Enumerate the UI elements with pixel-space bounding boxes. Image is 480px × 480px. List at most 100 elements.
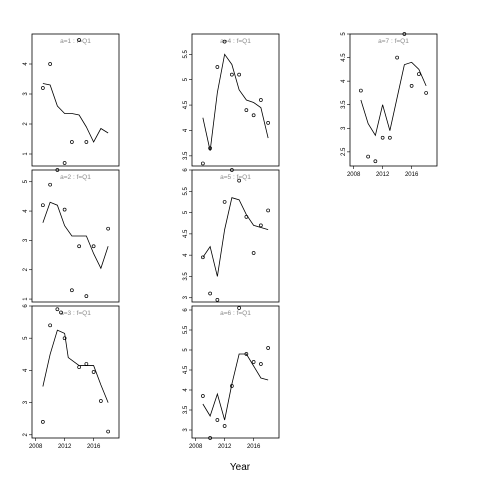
series-line [202, 197, 269, 277]
y-tick-label: 5.5 [183, 186, 189, 195]
y-tick-label: 4 [183, 128, 189, 132]
y-tick-label: 3.5 [183, 151, 189, 160]
panel-frame [31, 33, 120, 167]
panel-strip-label: a=6 : f=Q1 [220, 310, 251, 317]
y-tick-label: 4 [183, 253, 189, 257]
data-point [62, 336, 67, 341]
y-tick-label: 5 [183, 210, 189, 214]
series-line [202, 353, 269, 421]
data-point [237, 178, 241, 183]
series-line [42, 329, 109, 403]
data-point [208, 291, 212, 296]
data-point [41, 203, 45, 208]
data-point [222, 39, 227, 44]
y-tick-label: 4 [23, 368, 29, 372]
x-tick-label: 2008 [347, 172, 361, 178]
x-tick-label: 2016 [247, 444, 261, 450]
x-tick-label: 2016 [405, 172, 419, 178]
data-point [395, 55, 399, 60]
data-point [266, 346, 270, 350]
data-point [41, 86, 45, 90]
data-point [201, 255, 205, 260]
panel-4: a=4 : f=Q1 3.5 4 4.5 5 5.5 [183, 33, 280, 167]
data-point [59, 310, 63, 315]
x-tick-label: 2008 [29, 444, 43, 450]
data-point [215, 298, 220, 302]
data-point [424, 91, 428, 95]
y-tick-label: 3 [23, 238, 29, 242]
data-point [91, 244, 96, 249]
data-point [41, 420, 45, 424]
data-point [266, 120, 270, 125]
data-point [201, 161, 205, 166]
data-point [208, 436, 212, 440]
data-point [244, 214, 249, 219]
data-point [48, 62, 52, 66]
y-tick-label: 3.5 [341, 100, 347, 109]
data-point [208, 146, 212, 151]
series-line [42, 201, 109, 270]
y-tick-label: 3 [23, 400, 29, 404]
y-tick-label: 5 [183, 348, 189, 352]
data-point [230, 384, 234, 388]
panel-frame [31, 169, 120, 303]
panel-7: a=7 : f=Q1 2.5 3 3.5 4 4.5 5 2008 2012 2016 [341, 32, 438, 178]
y-tick-label: 4.5 [341, 53, 347, 62]
data-point [77, 38, 81, 42]
data-point [251, 251, 256, 255]
data-point [106, 226, 110, 231]
series-line [202, 53, 269, 151]
data-point [359, 88, 363, 93]
panel-strip-label: a=5 : f=Q1 [220, 174, 251, 181]
data-point [84, 140, 89, 144]
y-tick-label: 3 [341, 126, 347, 130]
x-axis-title: Year [230, 462, 251, 473]
data-point [237, 72, 241, 77]
panel-frame [191, 305, 280, 439]
y-tick-label: 4 [341, 79, 347, 83]
data-point [244, 352, 249, 356]
y-tick-label: 1 [23, 152, 29, 156]
panel-frame [349, 33, 438, 167]
y-tick-label: 2 [23, 432, 29, 436]
data-point [215, 418, 220, 422]
data-point [77, 365, 81, 370]
data-point [70, 288, 74, 293]
data-point [215, 65, 220, 69]
y-tick-label: 5 [183, 77, 189, 81]
data-point [244, 108, 249, 113]
data-point [99, 399, 103, 403]
data-point [77, 244, 81, 249]
panel-6: a=6 : f=Q1 3 3.5 4 4.5 5 5.5 6 2008 2012 2016 [183, 305, 280, 450]
panel-3: a=3 : f=Q1 2 3 4 5 6 2008 2012 2016 [23, 304, 120, 450]
y-tick-label: 5.5 [183, 325, 189, 334]
panel-1: a=1 : f=Q1 1 2 3 4 [23, 33, 120, 167]
data-point [380, 135, 385, 140]
panels-layer: a=1 : f=Q1 1 2 3 4 a=2 : f=Q1 1 2 3 4 5 a=3 : f=Q1 2… [23, 32, 438, 450]
x-tick-label: 2012 [58, 444, 72, 450]
y-tick-label: 4 [23, 62, 29, 66]
data-point [259, 362, 263, 366]
data-point [230, 72, 234, 77]
y-tick-label: 5.5 [183, 49, 189, 58]
y-tick-label: 4.5 [183, 100, 189, 109]
data-point [201, 394, 205, 398]
y-tick-label: 6 [183, 168, 189, 172]
panel-strip-label: a=3 : f=Q1 [60, 310, 91, 317]
y-tick-label: 2 [23, 267, 29, 271]
panel-2: a=2 : f=Q1 1 2 3 4 5 [23, 168, 120, 303]
data-point [84, 362, 89, 366]
data-point [222, 424, 227, 428]
y-tick-label: 3 [23, 92, 29, 96]
data-point [409, 84, 414, 88]
y-tick-label: 6 [183, 308, 189, 312]
y-tick-label: 4.5 [183, 229, 189, 238]
data-point [259, 98, 263, 102]
data-point [48, 323, 52, 328]
data-point [417, 72, 421, 76]
x-tick-label: 2008 [189, 444, 203, 450]
y-tick-label: 5 [23, 336, 29, 340]
data-point [259, 223, 263, 228]
panel-frame [191, 33, 280, 167]
